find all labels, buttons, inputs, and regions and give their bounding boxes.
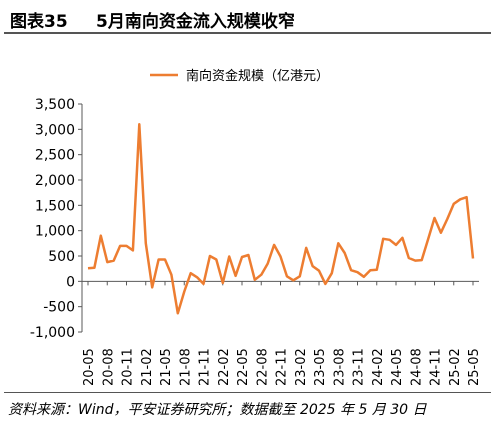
x-tick-label: 21-05 xyxy=(159,348,174,386)
x-tick-label: 21-11 xyxy=(198,348,213,386)
x-tick-label: 21-08 xyxy=(178,348,193,386)
figure-title: 5月南向资金流入规模收窄 xyxy=(96,12,295,32)
x-tick-label: 21-02 xyxy=(140,348,155,386)
footer-rule xyxy=(4,392,491,393)
header-rule xyxy=(4,32,491,34)
y-tick-label: 0 xyxy=(66,274,75,290)
x-tick-label: 25-05 xyxy=(467,348,482,386)
plot-area xyxy=(87,123,475,315)
x-tick-label: 22-11 xyxy=(275,348,290,386)
x-tick-label: 24-02 xyxy=(371,348,386,386)
x-tick-label: 23-08 xyxy=(332,348,347,386)
x-tick-label: 24-08 xyxy=(409,348,424,386)
x-tick-label: 23-11 xyxy=(352,348,367,386)
y-tick-label: 1,500 xyxy=(35,198,75,214)
x-tick-label: 23-05 xyxy=(313,348,328,386)
x-tick-label: 22-08 xyxy=(255,348,270,386)
y-tick-label: 2,500 xyxy=(35,148,75,164)
x-tick-label: 23-02 xyxy=(294,348,309,386)
y-tick-label: -500 xyxy=(43,300,75,316)
x-tick-label: 22-02 xyxy=(217,348,232,386)
y-tick-label: 1,000 xyxy=(35,224,75,240)
y-tick-label: 3,500 xyxy=(35,97,75,113)
x-tick-label: 20-08 xyxy=(101,348,116,386)
legend: 南向资金规模（亿港元） xyxy=(150,68,329,84)
x-tick-label: 20-05 xyxy=(82,348,97,386)
y-axis: -1,000 -500 0 500 1,000 1,500 2,000 2,500 3,000 3… xyxy=(30,97,83,341)
series-line-0 xyxy=(87,123,475,315)
figure-header: 图表35 5月南向资金流入规模收窄 xyxy=(4,2,491,34)
x-tick-label: 22-05 xyxy=(236,348,251,386)
y-tick-label: -1,000 xyxy=(30,325,75,341)
y-tick-label: 3,000 xyxy=(35,122,75,138)
y-tick-label: 500 xyxy=(48,249,75,265)
figure-number: 图表35 xyxy=(10,12,68,32)
x-tick-label: 24-11 xyxy=(429,348,444,386)
x-axis: 20-05 20-08 20-11 21-02 21-05 21-08 21-11 22-02… xyxy=(82,280,482,386)
x-tick-label: 20-11 xyxy=(121,348,136,386)
legend-label: 南向资金规模（亿港元） xyxy=(186,68,329,84)
x-tick-label: 25-02 xyxy=(448,348,463,386)
source-note: 资料来源：Wind，平安证券研究所；数据截至 2025 年 5 月 30 日 xyxy=(8,402,427,418)
x-tick-label: 24-05 xyxy=(390,348,405,386)
y-tick-label: 2,000 xyxy=(35,173,75,189)
